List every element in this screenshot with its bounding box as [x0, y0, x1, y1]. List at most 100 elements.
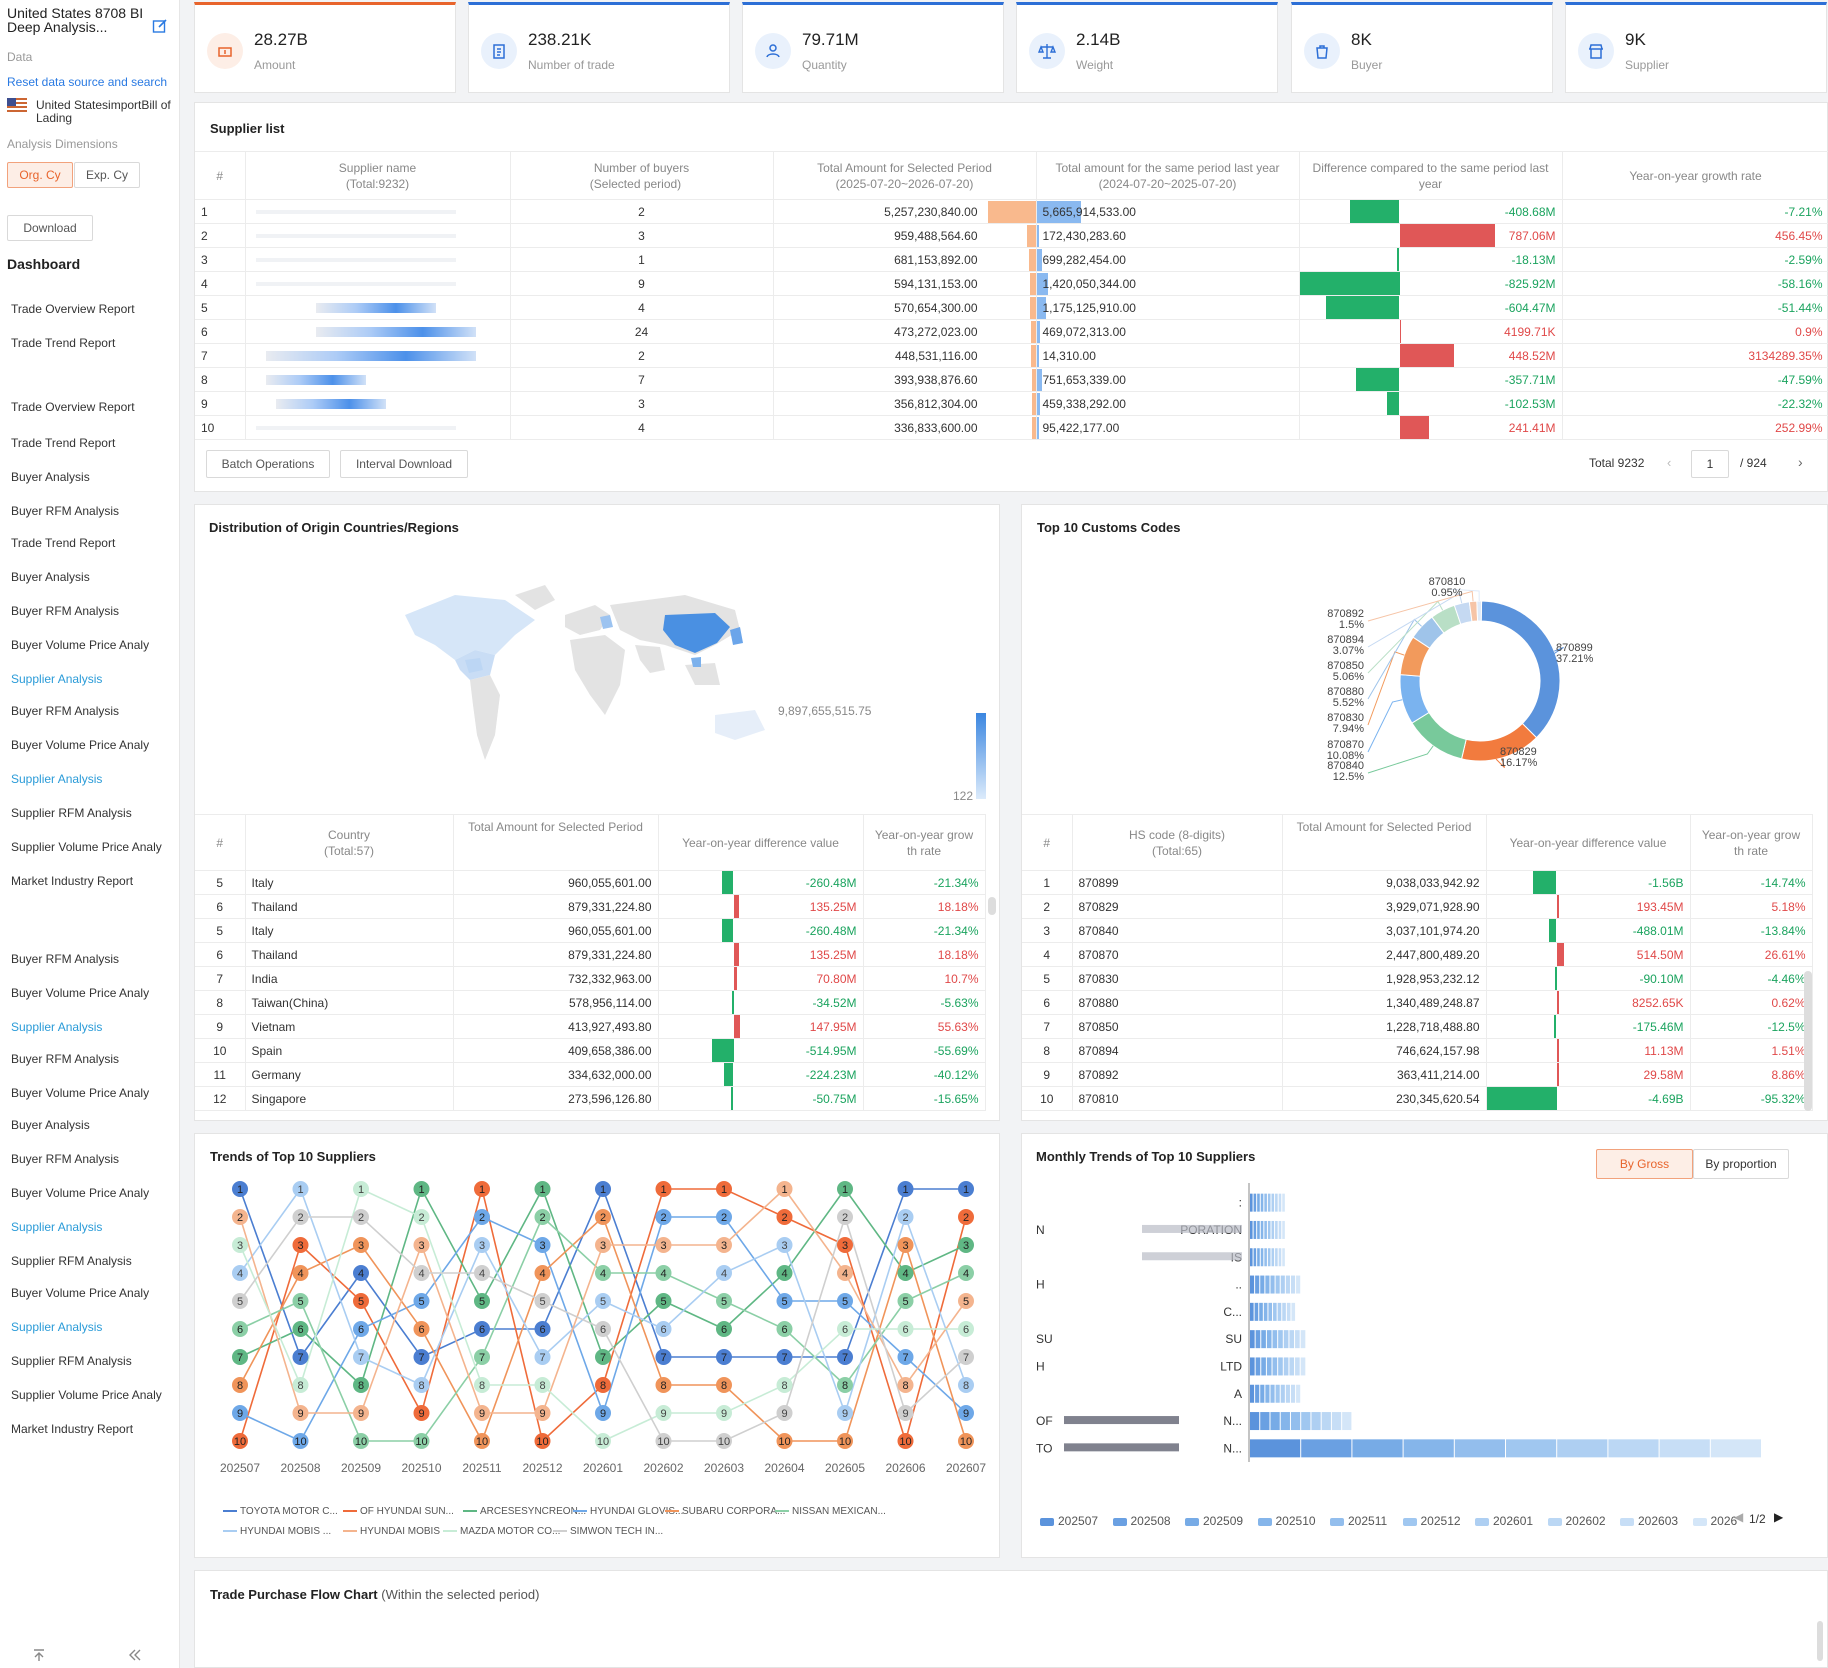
- trend-point[interactable]: [595, 1377, 611, 1393]
- legend-item[interactable]: 202602: [1547, 1514, 1606, 1528]
- supplier-name-masked[interactable]: [245, 247, 511, 272]
- trend-point[interactable]: [534, 1405, 551, 1421]
- trend-point[interactable]: [837, 1181, 853, 1197]
- stacked-bar-segment[interactable]: [1342, 1412, 1352, 1431]
- trend-point[interactable]: [716, 1377, 732, 1393]
- stacked-bar-segment[interactable]: [1253, 1248, 1257, 1267]
- trend-point[interactable]: [655, 1349, 672, 1365]
- stacked-bar-segment[interactable]: [1295, 1357, 1300, 1376]
- sidebar-nav-item[interactable]: Buyer RFM Analysis: [11, 952, 120, 966]
- trend-point[interactable]: [958, 1377, 974, 1393]
- sidebar-nav-item[interactable]: Buyer Volume Price Analy: [11, 1086, 150, 1100]
- legend-item[interactable]: 202510: [1257, 1514, 1316, 1528]
- trend-point[interactable]: [958, 1405, 974, 1421]
- donut-slice[interactable]: [1399, 674, 1430, 724]
- sidebar-nav-item[interactable]: Supplier Analysis: [11, 1220, 103, 1234]
- trend-point[interactable]: [232, 1349, 248, 1365]
- donut-slice[interactable]: [1476, 600, 1483, 622]
- page-input[interactable]: 1: [1691, 450, 1729, 478]
- trend-point[interactable]: [958, 1349, 974, 1365]
- table-row[interactable]: 8 7 393,938,876.60 751,653,339.00 -357.71M -4…: [195, 367, 1828, 392]
- stacked-bar-segment[interactable]: [1273, 1302, 1277, 1321]
- table-row[interactable]: 11 Germany 334,632,000.00 -224.23M -40.12%: [195, 1062, 986, 1087]
- trend-point[interactable]: [897, 1237, 914, 1253]
- legend-item[interactable]: SUBARU CORPORA...: [665, 1506, 785, 1517]
- sidebar-nav-item[interactable]: Buyer Volume Price Analy: [11, 738, 150, 752]
- stacked-bar-segment[interactable]: [1257, 1220, 1260, 1239]
- trend-point[interactable]: [474, 1209, 490, 1225]
- reset-data-source-link[interactable]: Reset data source and search: [7, 75, 168, 89]
- trend-point[interactable]: [413, 1237, 430, 1253]
- trend-point[interactable]: [958, 1321, 974, 1337]
- stacked-bar-segment[interactable]: [1331, 1412, 1342, 1431]
- stacked-bar-segment[interactable]: [1270, 1275, 1275, 1294]
- trend-point[interactable]: [837, 1405, 853, 1421]
- stacked-bar-segment[interactable]: [1454, 1439, 1505, 1458]
- trend-point[interactable]: [413, 1433, 430, 1449]
- sidebar-nav-item[interactable]: Trade Trend Report: [11, 336, 116, 350]
- stacked-bar-segment[interactable]: [1250, 1193, 1253, 1212]
- stacked-bar-segment[interactable]: [1280, 1384, 1285, 1403]
- col-country[interactable]: Country (Total:57): [245, 814, 454, 871]
- legend-item[interactable]: SIMWON TECH IN...: [553, 1526, 663, 1537]
- by-proportion-tab[interactable]: By proportion: [1693, 1149, 1789, 1179]
- trend-point[interactable]: [232, 1377, 248, 1393]
- trend-point[interactable]: [595, 1321, 611, 1337]
- stacked-bar-segment[interactable]: [1275, 1193, 1278, 1212]
- trend-point[interactable]: [897, 1405, 914, 1421]
- trend-point[interactable]: [716, 1181, 732, 1197]
- stacked-bar-segment[interactable]: [1403, 1439, 1454, 1458]
- collapse-sidebar-icon[interactable]: [128, 1648, 142, 1662]
- trend-point[interactable]: [534, 1433, 551, 1449]
- trend-point[interactable]: [292, 1209, 309, 1225]
- legend-item[interactable]: TOYOTA MOTOR C...: [223, 1506, 338, 1517]
- stacked-bar-segment[interactable]: [1253, 1193, 1257, 1212]
- trend-point[interactable]: [232, 1237, 248, 1253]
- stacked-bar-segment[interactable]: [1278, 1248, 1282, 1267]
- trend-point[interactable]: [595, 1237, 611, 1253]
- trend-point[interactable]: [474, 1321, 490, 1337]
- stacked-bar-segment[interactable]: [1260, 1275, 1265, 1294]
- stacked-bar-segment[interactable]: [1296, 1384, 1301, 1403]
- trend-point[interactable]: [776, 1237, 793, 1253]
- stacked-bar-segment[interactable]: [1275, 1384, 1280, 1403]
- legend-item[interactable]: HYUNDAI MOBIS: [343, 1526, 440, 1537]
- trend-point[interactable]: [595, 1265, 611, 1281]
- sidebar-nav-item[interactable]: Market Industry Report: [11, 1422, 134, 1436]
- trend-point[interactable]: [232, 1293, 248, 1309]
- page-scrollbar[interactable]: [1817, 1621, 1823, 1661]
- table-row[interactable]: 6 24 473,272,023.00 469,072,313.00 4199.71K 0…: [195, 319, 1828, 344]
- trend-point[interactable]: [292, 1181, 309, 1197]
- stacked-bar-segment[interactable]: [1272, 1357, 1278, 1376]
- trend-point[interactable]: [655, 1265, 672, 1281]
- stacked-bar-segment[interactable]: [1267, 1248, 1271, 1267]
- table-row[interactable]: 3 1 681,153,892.00 699,282,454.00 -18.13M -2.…: [195, 247, 1828, 272]
- trend-point[interactable]: [474, 1349, 490, 1365]
- sidebar-nav-item[interactable]: Buyer Volume Price Analy: [11, 1286, 150, 1300]
- trend-point[interactable]: [595, 1209, 611, 1225]
- customs-scrollbar[interactable]: [1804, 971, 1812, 1111]
- trend-point[interactable]: [353, 1293, 369, 1309]
- supplier-name-masked[interactable]: [245, 199, 511, 224]
- stacked-bar-segment[interactable]: [1321, 1412, 1331, 1431]
- stacked-bar-segment[interactable]: [1253, 1220, 1257, 1239]
- stacked-bar-segment[interactable]: [1506, 1439, 1557, 1458]
- trend-point[interactable]: [292, 1433, 309, 1449]
- interval-download-button[interactable]: Interval Download: [340, 450, 468, 478]
- trend-point[interactable]: [413, 1209, 430, 1225]
- stacked-bar-segment[interactable]: [1295, 1330, 1300, 1349]
- table-row[interactable]: 5 Italy 960,055,601.00 -260.48M -21.34%: [195, 870, 986, 895]
- legend-item[interactable]: OF HYUNDAI SUN...: [343, 1506, 454, 1517]
- table-row[interactable]: 2 3 959,488,564.60 172,430,283.60 787.06M 456…: [195, 223, 1828, 248]
- trend-point[interactable]: [413, 1377, 430, 1393]
- trend-point[interactable]: [776, 1181, 793, 1197]
- trend-point[interactable]: [716, 1237, 732, 1253]
- next-page-icon[interactable]: ›: [1798, 454, 1803, 470]
- stacked-bar-segment[interactable]: [1250, 1357, 1255, 1376]
- trend-point[interactable]: [232, 1265, 248, 1281]
- trend-point[interactable]: [353, 1181, 369, 1197]
- trend-point[interactable]: [534, 1181, 551, 1197]
- trend-point[interactable]: [897, 1377, 914, 1393]
- stacked-bar-segment[interactable]: [1254, 1302, 1259, 1321]
